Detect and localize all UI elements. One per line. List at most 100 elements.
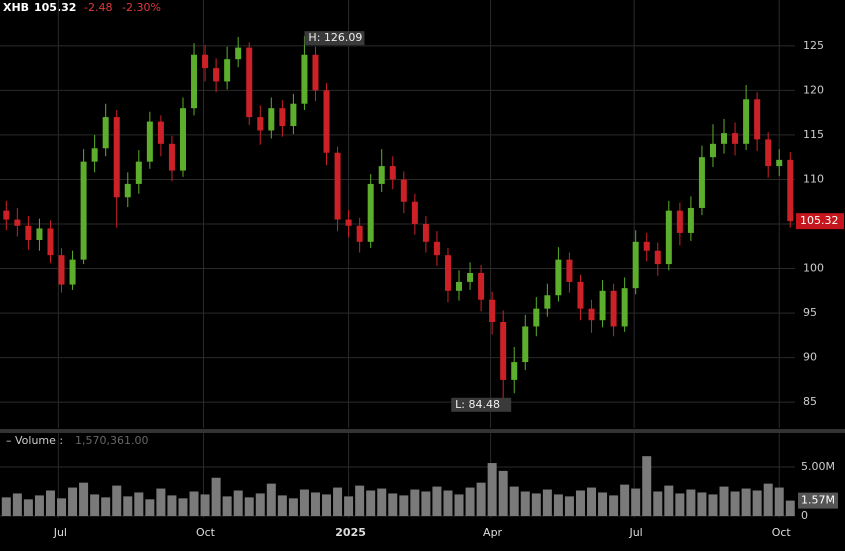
volume-bar — [200, 494, 210, 516]
annotation-box — [304, 31, 365, 46]
candle-body — [577, 281, 584, 309]
volume-bar — [620, 484, 630, 516]
volume-bar — [498, 470, 508, 516]
volume-bar — [333, 487, 343, 516]
candle-body — [643, 241, 650, 251]
volume-bar — [443, 490, 453, 516]
y-tick-label: 110 — [803, 172, 824, 185]
volume-bar — [531, 493, 541, 516]
volume-bar — [277, 495, 287, 516]
candle-body — [168, 143, 175, 171]
y-tick-label: 100 — [803, 262, 824, 275]
candle-body — [301, 54, 308, 104]
volume-bar — [465, 487, 475, 516]
volume-bar — [189, 491, 199, 516]
volume-bar — [653, 491, 663, 516]
candle-body — [632, 241, 639, 289]
volume-bar — [575, 490, 585, 516]
candle-body — [566, 259, 573, 282]
volume-bar — [675, 493, 685, 516]
volume-bar — [553, 494, 563, 516]
volume-tick-label: 0 — [801, 509, 808, 522]
annotation-box — [451, 397, 512, 412]
volume-bar — [774, 487, 784, 516]
candle-body — [179, 108, 186, 171]
candle-body — [743, 99, 750, 144]
candle-body — [411, 201, 418, 224]
volume-bar — [598, 492, 608, 516]
candle-body — [268, 108, 275, 131]
volume-bar — [697, 492, 707, 516]
volume-bar — [266, 483, 276, 516]
volume-bar — [310, 492, 320, 516]
x-tick-label: Apr — [483, 526, 503, 539]
candle-body — [224, 59, 231, 82]
candle-body — [235, 47, 242, 60]
volume-bar — [222, 496, 232, 516]
candle-body — [69, 259, 76, 285]
volume-bar — [487, 463, 497, 516]
candle-body — [721, 133, 728, 144]
volume-bar — [664, 485, 674, 516]
volume-bar — [12, 493, 22, 516]
volume-tick-label: 5.00M — [801, 460, 835, 473]
candle-body — [135, 161, 142, 184]
volume-bar — [255, 493, 265, 516]
last-volume-tag: 1.57M — [801, 494, 835, 507]
volume-bar — [211, 477, 221, 516]
candle-body — [246, 47, 253, 118]
candle-body — [14, 219, 21, 226]
volume-bar — [101, 497, 111, 516]
candle-body — [279, 108, 286, 127]
volume-bar — [564, 496, 574, 516]
candle-body — [113, 117, 120, 198]
candle-body — [732, 133, 739, 144]
candle-body — [621, 288, 628, 327]
change-percent: -2.30% — [122, 1, 161, 14]
candle-body — [478, 272, 485, 300]
volume-bar — [410, 489, 420, 516]
candle-body — [146, 121, 153, 162]
volume-bar — [1, 497, 11, 516]
volume-bar — [609, 495, 619, 516]
candle-body — [654, 250, 661, 265]
volume-bar — [421, 491, 431, 516]
volume-bar — [388, 493, 398, 516]
volume-bar — [90, 494, 100, 516]
volume-bar — [377, 488, 387, 516]
y-tick-label: 115 — [803, 128, 824, 141]
candle-body — [489, 299, 496, 322]
volume-bar — [399, 495, 409, 516]
candle-body — [709, 143, 716, 158]
candle-body — [511, 362, 518, 380]
x-tick-label: Jul — [628, 526, 642, 539]
volume-bar — [23, 499, 33, 516]
candle-body — [467, 272, 474, 282]
candle-body — [433, 241, 440, 256]
last-volume-box — [798, 492, 838, 509]
candle-body — [47, 228, 54, 256]
volume-bar — [156, 488, 166, 516]
volume-bar — [79, 482, 89, 516]
volume-bar — [785, 500, 795, 516]
candle-body — [102, 117, 109, 149]
volume-bar — [708, 494, 718, 516]
candle-body — [555, 259, 562, 296]
candle-body — [665, 210, 672, 265]
volume-bar — [454, 494, 464, 516]
volume-bar — [178, 498, 188, 516]
last-price-box — [796, 213, 844, 230]
symbol: XHB — [3, 1, 29, 14]
volume-bar — [432, 486, 442, 516]
candle-body — [58, 255, 65, 285]
candle-body — [91, 148, 98, 162]
volume-bar — [344, 496, 354, 516]
volume-bar — [587, 487, 597, 516]
volume-bar — [476, 482, 486, 516]
candle-body — [754, 99, 761, 140]
volume-bar — [509, 486, 519, 516]
candle-body — [202, 54, 209, 69]
y-tick-label: 125 — [803, 39, 824, 52]
